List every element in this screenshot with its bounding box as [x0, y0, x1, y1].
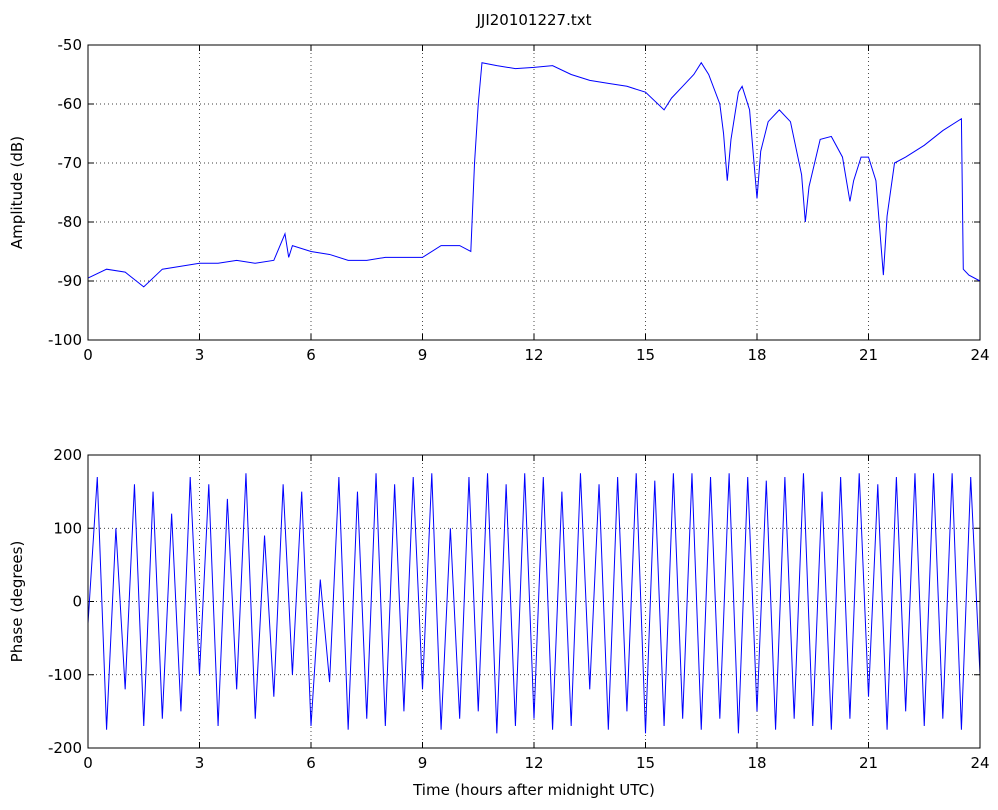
data-line	[87, 61, 981, 288]
x-tick-label: 18	[747, 346, 766, 364]
x-tick-label: 21	[859, 754, 878, 772]
data-line	[87, 473, 981, 734]
x-tick-label: 12	[524, 346, 543, 364]
y-tick-label: -80	[58, 213, 83, 231]
y-tick-label: -100	[48, 666, 82, 684]
y-tick-label: -50	[58, 36, 83, 54]
y-tick-label: 0	[72, 593, 82, 611]
chart-title: JJI20101227.txt	[475, 11, 591, 29]
x-tick-label: 9	[418, 754, 428, 772]
x-tick-label: 15	[636, 346, 655, 364]
x-tick-label: 0	[83, 754, 93, 772]
y-tick-label: 200	[53, 446, 82, 464]
x-tick-label: 3	[195, 346, 205, 364]
axes-box	[87, 454, 981, 749]
y-tick-label: -100	[48, 331, 82, 349]
x-tick-label: 24	[970, 346, 989, 364]
y-tick-label: -70	[58, 154, 83, 172]
y-axis-label: Amplitude (dB)	[8, 136, 26, 249]
x-tick-label: 18	[747, 754, 766, 772]
x-tick-label: 6	[306, 346, 316, 364]
x-axis-label: Time (hours after midnight UTC)	[412, 781, 655, 799]
x-tick-label: 0	[83, 346, 93, 364]
x-tick-label: 15	[636, 754, 655, 772]
x-tick-label: 24	[970, 754, 989, 772]
y-tick-label: -90	[58, 272, 83, 290]
x-tick-label: 3	[195, 754, 205, 772]
x-tick-label: 6	[306, 754, 316, 772]
x-tick-label: 12	[524, 754, 543, 772]
x-tick-label: 21	[859, 346, 878, 364]
axes-box	[87, 44, 981, 341]
y-axis-label: Phase (degrees)	[8, 541, 26, 663]
y-tick-label: -60	[58, 95, 83, 113]
x-tick-label: 9	[418, 346, 428, 364]
y-tick-label: -200	[48, 739, 82, 757]
y-tick-label: 100	[53, 519, 82, 537]
